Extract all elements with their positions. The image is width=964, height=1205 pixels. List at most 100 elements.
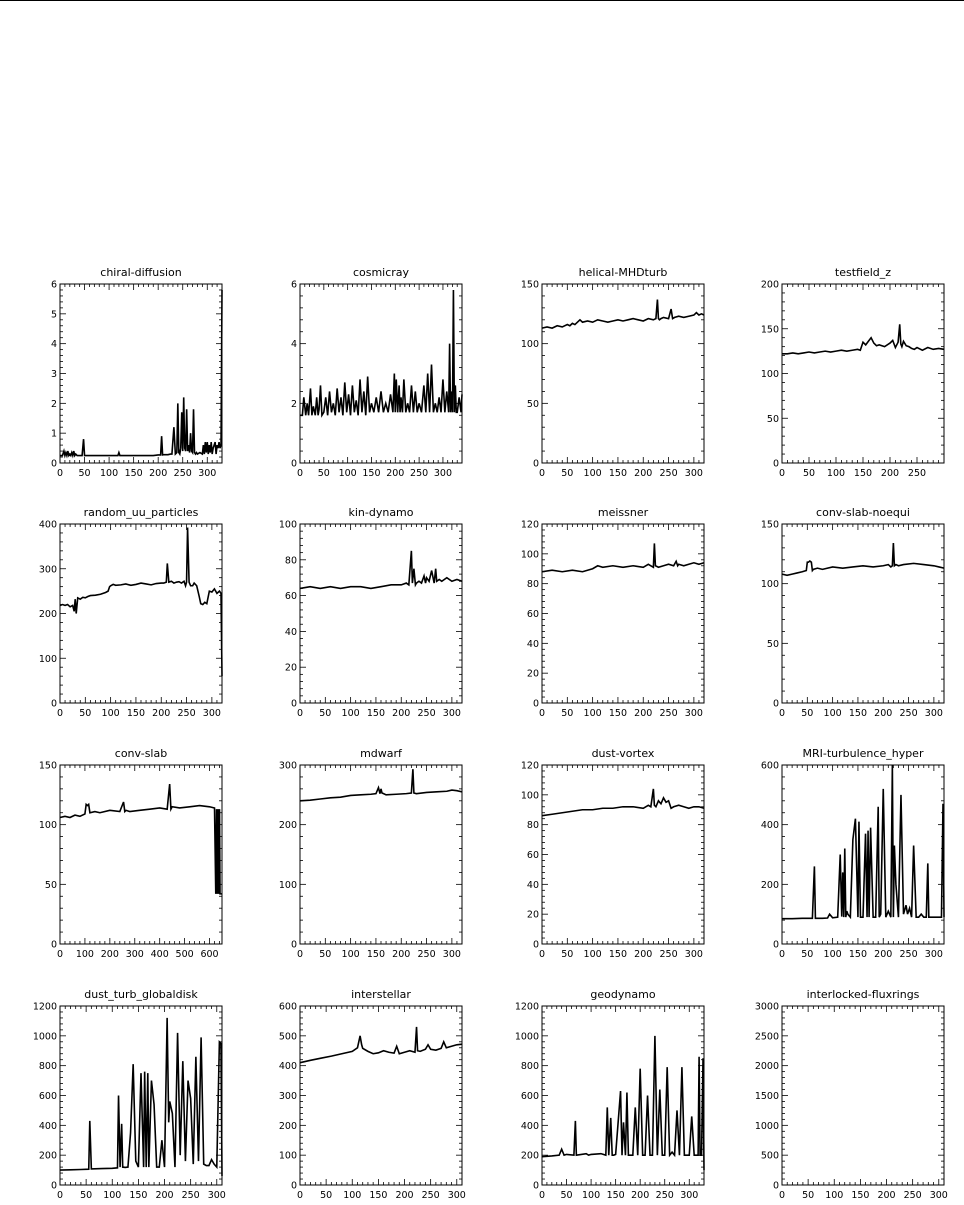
y-tick-label: 800 [39, 1061, 57, 1072]
series-line [781, 543, 945, 577]
series-line [541, 299, 705, 329]
plot-frame [59, 283, 223, 464]
chart-panel: dust_turb_globaldisk 0 50 100 150 200 250 300 0 2… [33, 988, 226, 1201]
y-tick-label: 100 [761, 579, 779, 590]
y-tick-label: 500 [761, 1151, 779, 1162]
x-tick-label: 0 [57, 468, 63, 479]
chart-title: testfield_z [835, 266, 891, 279]
series-line [541, 788, 705, 817]
x-tick-label: 150 [125, 468, 143, 479]
x-tick-label: 200 [149, 468, 167, 479]
y-tick-label: 0 [533, 699, 539, 710]
x-tick-label: 250 [417, 949, 435, 960]
x-tick-label: 200 [155, 1190, 173, 1201]
x-tick-label: 0 [297, 949, 303, 960]
y-tick-label: 40 [527, 639, 539, 650]
x-tick-label: 100 [582, 1190, 600, 1201]
y-tick-label: 50 [45, 880, 57, 891]
chart-title: random_uu_particles [84, 506, 199, 519]
plot-frame [541, 1005, 705, 1186]
x-tick-label: 200 [874, 949, 892, 960]
x-tick-label: 200 [631, 1190, 649, 1201]
x-tick-label: 50 [561, 468, 573, 479]
x-tick-label: 100 [827, 468, 845, 479]
chart-title: geodynamo [590, 988, 655, 1001]
y-tick-label: 0 [51, 459, 57, 470]
x-tick-label: 250 [899, 708, 917, 719]
y-tick-label: 0 [533, 459, 539, 470]
y-tick-label: 1200 [515, 1002, 539, 1013]
chart-panel: meissner 0 50 100 150 200 250 300 0 20 40 60 80 100 12… [521, 506, 705, 719]
x-tick-label: 50 [318, 468, 330, 479]
x-tick-label: 100 [342, 708, 360, 719]
x-tick-label: 200 [392, 708, 410, 719]
y-tick-label: 60 [527, 850, 539, 861]
x-tick-label: 100 [825, 1190, 843, 1201]
series-line [299, 1026, 463, 1064]
y-tick-label: 1500 [755, 1091, 779, 1102]
y-tick-label: 600 [39, 1091, 57, 1102]
x-tick-label: 50 [79, 708, 91, 719]
plot-frame [781, 1005, 945, 1186]
x-tick-label: 0 [297, 708, 303, 719]
chart-panel: conv-slab-noequi 0 50 100 150 200 250 300 0 50 100… [761, 506, 945, 719]
y-tick-label: 1 [51, 429, 57, 440]
y-tick-label: 120 [521, 761, 539, 772]
y-tick-label: 1200 [33, 1002, 57, 1013]
y-tick-label: 500 [279, 1031, 297, 1042]
x-tick-label: 0 [539, 468, 545, 479]
x-tick-label: 100 [824, 949, 842, 960]
chart-title: interlocked-fluxrings [807, 988, 920, 1001]
x-tick-label: 100 [584, 949, 602, 960]
x-tick-label: 250 [899, 949, 917, 960]
x-tick-label: 150 [362, 468, 380, 479]
y-tick-label: 400 [39, 520, 57, 531]
x-tick-label: 100 [343, 1190, 361, 1201]
x-tick-label: 150 [851, 1190, 869, 1201]
chart-title: kin-dynamo [348, 506, 413, 519]
x-tick-label: 200 [152, 708, 170, 719]
x-tick-label: 300 [448, 1190, 466, 1201]
x-tick-label: 300 [443, 708, 461, 719]
y-tick-label: 60 [285, 591, 297, 602]
plot-frame [59, 764, 223, 945]
chart-title: chiral-diffusion [100, 266, 181, 279]
x-tick-label: 300 [434, 468, 452, 479]
x-tick-label: 0 [539, 1190, 545, 1201]
y-tick-label: 20 [285, 663, 297, 674]
chart-title: conv-slab-noequi [816, 506, 910, 519]
x-tick-label: 200 [634, 949, 652, 960]
chart-panel: conv-slab 0 100 200 300 400 500 600 0 50 100 150 [39, 747, 223, 960]
x-tick-label: 0 [779, 949, 785, 960]
x-tick-label: 200 [634, 708, 652, 719]
x-tick-label: 250 [659, 708, 677, 719]
y-tick-label: 2500 [755, 1031, 779, 1042]
x-tick-label: 50 [78, 468, 90, 479]
chart-panel: geodynamo 0 50 100 150 200 250 300 0 200 400 600 800… [515, 988, 705, 1201]
x-tick-label: 200 [877, 1190, 895, 1201]
series-line [299, 550, 463, 590]
x-tick-label: 150 [129, 1190, 147, 1201]
x-tick-label: 150 [849, 949, 867, 960]
x-tick-label: 50 [80, 1190, 92, 1201]
y-tick-label: 1000 [515, 1031, 539, 1042]
x-tick-label: 250 [417, 708, 435, 719]
chart-panel: testfield_z 0 50 100 150 200 250 0 50 100 150 200 [761, 266, 945, 479]
y-tick-label: 400 [521, 1121, 539, 1132]
x-tick-label: 150 [609, 708, 627, 719]
y-tick-label: 0 [773, 699, 779, 710]
x-tick-label: 100 [103, 1190, 121, 1201]
x-tick-label: 200 [392, 949, 410, 960]
x-tick-label: 0 [297, 1190, 303, 1201]
y-tick-label: 0 [291, 459, 297, 470]
y-tick-label: 400 [279, 1061, 297, 1072]
chart-title: dust-vortex [592, 747, 655, 760]
y-tick-label: 80 [527, 579, 539, 590]
x-tick-label: 300 [925, 949, 943, 960]
x-tick-label: 300 [685, 708, 703, 719]
y-tick-label: 200 [761, 880, 779, 891]
x-tick-label: 300 [198, 468, 216, 479]
y-tick-label: 1000 [33, 1031, 57, 1042]
